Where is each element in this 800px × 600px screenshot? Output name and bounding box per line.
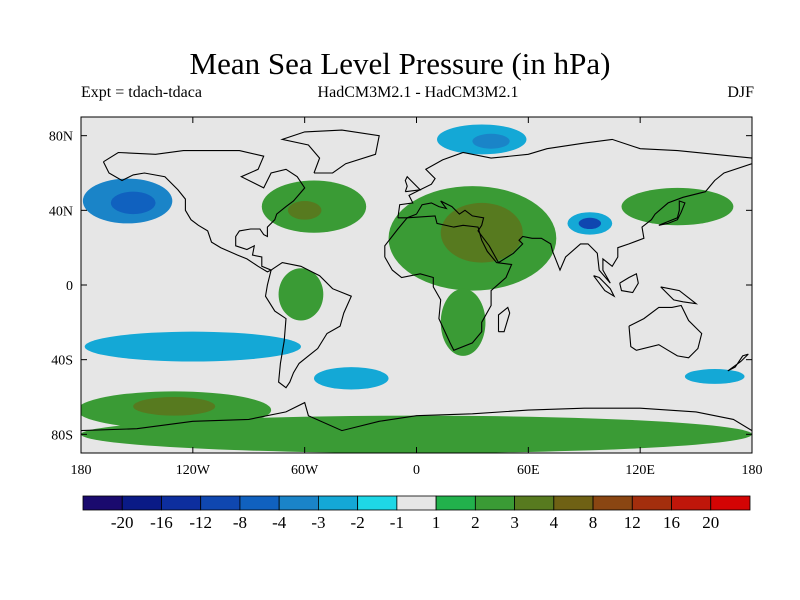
colorbar-label: -3 — [311, 513, 325, 532]
colorbar-label: -2 — [351, 513, 365, 532]
lat-tick-label: 0 — [66, 279, 73, 294]
coastline-sumatra — [593, 275, 616, 298]
coastline-australia — [628, 304, 703, 359]
colorbar-label: -1 — [390, 513, 404, 532]
colorbar-label: 16 — [663, 513, 680, 532]
coastline-new-zealand — [727, 353, 749, 372]
anomaly-north-pacific-low-core — [110, 191, 156, 215]
coastline-africa — [384, 215, 513, 351]
anomaly-southern-ocean-high-core — [133, 397, 216, 416]
lon-tick-label: 120W — [176, 463, 211, 478]
lat-tick-label: 40S — [51, 354, 73, 369]
anomaly-south-atlantic-low — [313, 367, 389, 390]
model-label: HadCM3M2.1 - HadCM3M2.1 — [317, 84, 519, 101]
colorbar-swatch — [710, 495, 751, 511]
colorbar-label: 2 — [471, 513, 480, 532]
coastline-new-guinea — [660, 286, 699, 305]
colorbar-swatch — [278, 495, 319, 511]
colorbar-swatch — [318, 495, 359, 511]
lon-tick-label: 60W — [291, 463, 319, 478]
colorbar-label: 4 — [550, 513, 559, 532]
colorbar-label: -12 — [189, 513, 212, 532]
colorbar-label: -16 — [150, 513, 173, 532]
coastlines — [81, 129, 752, 432]
coastline-eurasia — [397, 138, 752, 284]
anomaly-tasman-low — [684, 369, 745, 384]
colorbar-label: -4 — [272, 513, 287, 532]
colorbar-swatch — [474, 495, 515, 511]
colorbar-swatch — [396, 495, 437, 511]
colorbar-label: 8 — [589, 513, 598, 532]
anomaly-north-atlantic-high-core — [287, 201, 322, 220]
colorbar-swatch — [161, 495, 202, 511]
anomaly-east-asia-high — [621, 187, 734, 226]
coastline-borneo — [619, 272, 639, 294]
lat-tick-label: 80S — [51, 428, 73, 443]
lat-tick-label: 40N — [49, 204, 73, 219]
anomaly-south-pacific-low — [84, 331, 301, 362]
colorbar-label: 1 — [432, 513, 441, 532]
coastline-greenland — [280, 129, 380, 174]
colorbar-swatch — [553, 495, 594, 511]
colorbar-swatch — [121, 495, 162, 511]
experiment-label: Expt = tdach-tdaca — [81, 84, 202, 101]
colorbar-swatch — [631, 495, 672, 511]
coastline-antarctica — [81, 401, 752, 432]
colorbar-label: 12 — [624, 513, 641, 532]
anomaly-sahara-arabia-high-core — [440, 202, 523, 263]
colorbar-label: -20 — [111, 513, 134, 532]
map-axes: 80N 40N 0 40S 80S 180 120W 60W 0 60E 120E 180 — [49, 117, 763, 478]
map-title: Mean Sea Level Pressure (in hPa) — [189, 46, 611, 81]
colorbar-swatch — [514, 495, 555, 511]
season-label: DJF — [727, 84, 754, 101]
colorbar-swatch — [239, 495, 280, 511]
lat-tick-label: 80N — [49, 130, 73, 145]
coastline-uk — [404, 175, 422, 193]
anomaly-antarctic-high — [81, 415, 752, 453]
colorbar-swatch — [435, 495, 476, 511]
colorbar-swatch — [671, 495, 712, 511]
anomaly-south-america-high — [278, 268, 324, 321]
colorbar-swatch — [200, 495, 241, 511]
anomaly-arctic-siberia-low-core — [472, 133, 510, 149]
colorbar: -20 -16 -12 -8 -4 -3 -2 -1 1 2 3 4 8 12 16 20 — [82, 495, 751, 532]
colorbar-swatch — [82, 495, 123, 511]
lon-tick-label: 180 — [742, 463, 763, 478]
colorbar-label: -8 — [233, 513, 247, 532]
anomaly-tibetan-low-core — [578, 217, 602, 229]
lon-tick-label: 60E — [517, 463, 540, 478]
coastline-japan — [658, 200, 686, 226]
coastline-south-america — [264, 262, 353, 389]
lon-tick-label: 180 — [71, 463, 92, 478]
coastline-north-america — [102, 150, 306, 273]
colorbar-swatch — [592, 495, 633, 511]
colorbar-swatch — [357, 495, 398, 511]
anomaly-field — [81, 124, 752, 453]
anomaly-southern-africa-high — [440, 288, 486, 356]
colorbar-label: 3 — [510, 513, 519, 532]
lon-tick-label: 0 — [413, 463, 420, 478]
coastline-madagascar — [497, 306, 511, 333]
lon-tick-label: 120E — [625, 463, 655, 478]
colorbar-label: 20 — [702, 513, 719, 532]
